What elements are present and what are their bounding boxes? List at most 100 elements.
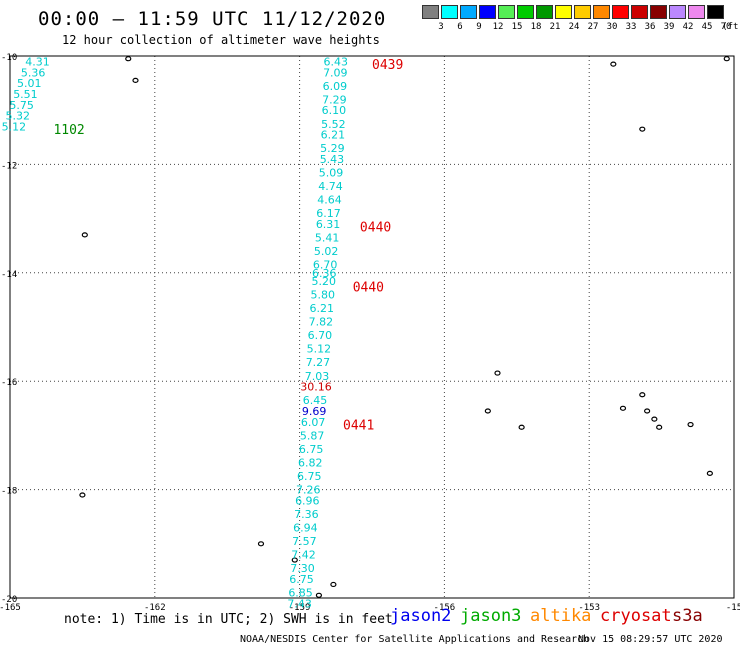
legend-swatch — [707, 5, 724, 19]
wave-height-value: 6.21 — [310, 302, 335, 315]
pass-time-labels: 0439 1102 0440 0440 0441 — [53, 58, 403, 433]
legend-swatch — [441, 5, 458, 19]
wave-height-value: 6.70 — [308, 329, 333, 342]
wave-height-value: 6.85 — [288, 587, 313, 600]
legend-swatch — [479, 5, 496, 19]
legend-swatch — [612, 5, 629, 19]
legend-swatch — [422, 5, 439, 19]
lon-tick-label: -165 — [0, 603, 21, 613]
wave-height-value: 7.29 — [322, 93, 347, 106]
island-outline — [494, 370, 501, 376]
wave-height-value: 6.82 — [298, 457, 323, 470]
wave-height-value: 9.69 — [302, 405, 327, 418]
wave-height-value: 6.07 — [301, 416, 326, 429]
wave-height-value: 7.30 — [290, 562, 315, 575]
island-outline — [656, 424, 663, 430]
satellite-s3a: s3a — [672, 606, 703, 626]
pass-time-label: 0441 — [343, 419, 374, 434]
island-outline — [651, 416, 658, 422]
lat-tick-label: -18 — [1, 487, 17, 497]
wave-height-value: 5.09 — [319, 167, 344, 180]
legend-label: 39 — [663, 22, 675, 32]
lon-tick-label: -153 — [578, 603, 600, 613]
wave-height-value: 7.82 — [309, 316, 334, 329]
island-outline — [639, 126, 646, 132]
legend-label: 36 — [644, 22, 656, 32]
page-subtitle: 12 hour collection of altimeter wave hei… — [62, 33, 380, 47]
satellite-altika: altika — [530, 606, 592, 626]
legend-label: 33 — [625, 22, 637, 32]
wave-height-value: 6.70 — [313, 259, 338, 272]
lat-tick-label: -10 — [1, 53, 17, 63]
legend-label: 3 — [438, 22, 444, 32]
wave-height-value: 6.09 — [323, 80, 348, 93]
wave-height-value: 7.42 — [291, 549, 316, 562]
wave-height-value: 6.21 — [321, 129, 346, 142]
legend-label: 70 — [720, 22, 732, 32]
wave-height-value: 7.43 — [287, 597, 312, 610]
wave-height-tracks: 4.315.365.015.515.755.325.126.437.096.09… — [2, 55, 348, 610]
wave-height-value: 5.75 — [9, 99, 34, 112]
legend-swatch — [555, 5, 572, 19]
wave-height-value: 5.52 — [321, 118, 346, 131]
wave-height-value: 6.75 — [289, 573, 314, 586]
island-outline — [315, 592, 323, 598]
wave-height-value: 7.27 — [306, 356, 331, 369]
island-outline — [132, 77, 139, 83]
legend-label: 42 — [682, 22, 694, 32]
island-outline — [330, 581, 337, 588]
wave-height-value: 7.57 — [292, 535, 317, 548]
wave-height-value: 6.96 — [295, 494, 320, 507]
wave-height-value: 7.26 — [296, 484, 321, 497]
island-outline — [79, 492, 86, 498]
lon-tick-label: -156 — [434, 603, 456, 613]
wave-height-value: 4.74 — [318, 180, 343, 193]
wave-height-value: 6.75 — [297, 470, 322, 483]
island-outline — [484, 408, 491, 414]
legend-label: 24 — [568, 22, 580, 32]
island-outline — [125, 56, 132, 62]
legend-swatch — [631, 5, 648, 19]
island-outline — [518, 424, 525, 430]
wave-height-value: 5.02 — [314, 245, 339, 258]
island-outline — [723, 56, 730, 62]
island-outline — [644, 408, 651, 414]
island-outline — [619, 405, 627, 411]
wave-height-value: 4.64 — [317, 194, 342, 207]
satellite-cryosat: cryosat — [600, 606, 672, 626]
legend-swatch — [650, 5, 667, 19]
island-outline — [639, 392, 646, 398]
legend-swatch — [574, 5, 591, 19]
wave-height-value: 5.43 — [320, 153, 345, 166]
wave-height-value: 6.43 — [324, 55, 349, 68]
wave-height-value: 7.09 — [323, 66, 348, 79]
legend-swatch — [498, 5, 515, 19]
legend-swatch — [593, 5, 610, 19]
legend-swatch — [460, 5, 477, 19]
pass-time-label: 0440 — [353, 280, 384, 295]
lon-tick-label: -15 — [726, 603, 740, 613]
pass-time-label: 0440 — [360, 221, 391, 236]
wave-height-value: 7.03 — [305, 370, 330, 383]
island-outline — [687, 421, 694, 428]
legend-label: 9 — [476, 22, 482, 32]
pass-time-label: 1102 — [53, 123, 84, 138]
wave-height-value: 5.51 — [13, 88, 38, 101]
legend-label: 45 — [701, 22, 713, 32]
wave-height-value: 30.16 — [300, 381, 332, 394]
island-outline — [706, 470, 713, 476]
legend-label: 12 — [492, 22, 504, 32]
legend-swatch — [517, 5, 534, 19]
credit-text: NOAA/NESDIS Center for Satellite Applica… — [240, 634, 590, 645]
legend-label: 21 — [549, 22, 561, 32]
lat-tick-label: -14 — [1, 270, 17, 280]
wave-height-value: 5.80 — [311, 288, 336, 301]
legend-label: 27 — [587, 22, 599, 32]
wave-height-value: 6.75 — [299, 443, 324, 456]
legend-label: 6 — [457, 22, 463, 32]
wave-height-value: 5.12 — [307, 343, 332, 356]
wave-height-value: 6.31 — [316, 218, 341, 231]
note-text: note: 1) Time is in UTC; 2) SWH is in fe… — [64, 612, 393, 627]
wave-height-value: 6.10 — [322, 104, 347, 117]
